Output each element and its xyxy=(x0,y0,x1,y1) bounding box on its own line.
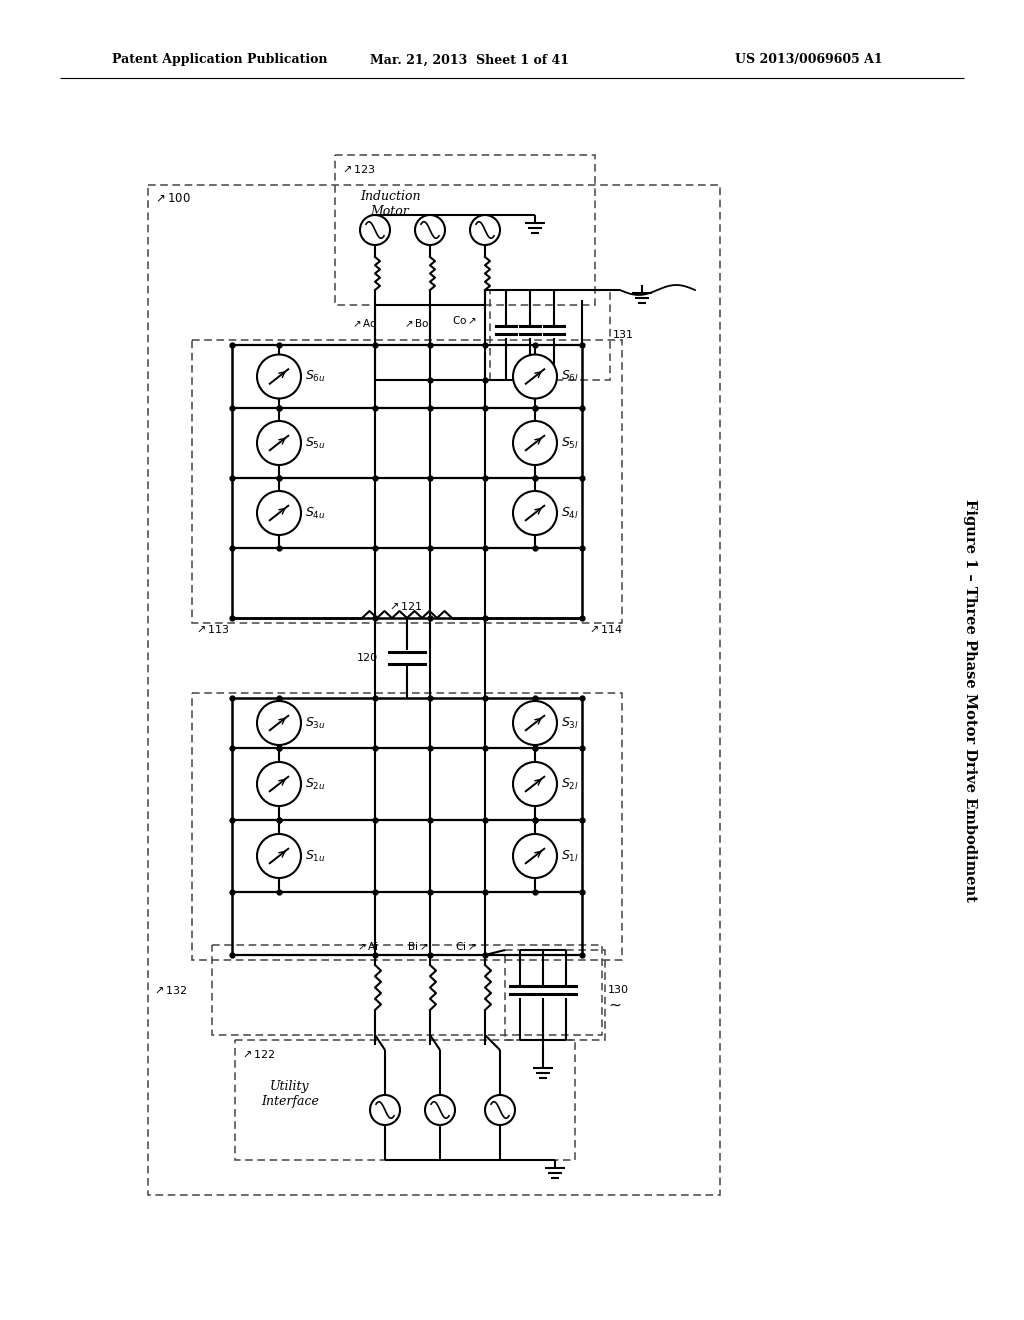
Circle shape xyxy=(415,215,445,246)
Bar xyxy=(335,154,595,305)
Text: Figure 1 – Three Phase Motor Drive Embodiment: Figure 1 – Three Phase Motor Drive Embod… xyxy=(963,499,977,902)
Circle shape xyxy=(513,491,557,535)
Text: $\nearrow$100: $\nearrow$100 xyxy=(153,193,191,206)
Text: $S_{4u}$: $S_{4u}$ xyxy=(305,506,326,520)
Circle shape xyxy=(485,1096,515,1125)
Circle shape xyxy=(257,762,301,807)
Circle shape xyxy=(425,1096,455,1125)
Text: $S_{5l}$: $S_{5l}$ xyxy=(561,436,579,450)
Bar xyxy=(148,185,720,1195)
Text: $\nearrow$121: $\nearrow$121 xyxy=(387,601,423,612)
Text: $\nearrow$122: $\nearrow$122 xyxy=(240,1048,275,1060)
Circle shape xyxy=(513,355,557,399)
Text: $\nearrow$113: $\nearrow$113 xyxy=(194,623,230,635)
Bar xyxy=(193,693,622,960)
Circle shape xyxy=(257,491,301,535)
Text: $S_{3l}$: $S_{3l}$ xyxy=(561,715,579,730)
Text: $\nearrow$Ai: $\nearrow$Ai xyxy=(355,940,379,952)
Text: $S_{3u}$: $S_{3u}$ xyxy=(305,715,326,730)
Text: $S_{2u}$: $S_{2u}$ xyxy=(305,776,326,792)
Circle shape xyxy=(470,215,500,246)
Bar xyxy=(212,945,602,1035)
Text: $S_{5u}$: $S_{5u}$ xyxy=(305,436,326,450)
Bar xyxy=(505,950,605,1040)
Text: $S_{6l}$: $S_{6l}$ xyxy=(561,370,579,384)
Circle shape xyxy=(513,421,557,465)
Circle shape xyxy=(513,701,557,744)
Circle shape xyxy=(360,215,390,246)
Text: Mar. 21, 2013  Sheet 1 of 41: Mar. 21, 2013 Sheet 1 of 41 xyxy=(371,54,569,66)
Circle shape xyxy=(370,1096,400,1125)
Text: $\nearrow$Bo: $\nearrow$Bo xyxy=(402,317,430,329)
Text: 130: 130 xyxy=(608,985,629,995)
Text: $\nearrow$Ao: $\nearrow$Ao xyxy=(350,317,378,329)
Text: US 2013/0069605 A1: US 2013/0069605 A1 xyxy=(735,54,883,66)
Bar xyxy=(490,290,610,380)
Text: $S_{6u}$: $S_{6u}$ xyxy=(305,370,326,384)
Text: $\nearrow$114: $\nearrow$114 xyxy=(587,623,624,635)
Text: ~: ~ xyxy=(608,998,621,1012)
Text: Bi$\nearrow$: Bi$\nearrow$ xyxy=(407,940,428,952)
Text: Co$\nearrow$: Co$\nearrow$ xyxy=(452,314,477,326)
Bar xyxy=(193,341,622,623)
Text: Patent Application Publication: Patent Application Publication xyxy=(112,54,328,66)
Text: $\nearrow$123: $\nearrow$123 xyxy=(340,162,376,176)
Circle shape xyxy=(513,834,557,878)
Text: 131: 131 xyxy=(613,330,634,341)
Circle shape xyxy=(513,762,557,807)
Circle shape xyxy=(257,421,301,465)
Bar xyxy=(234,1040,575,1160)
Text: Ci$\nearrow$: Ci$\nearrow$ xyxy=(455,940,476,952)
Circle shape xyxy=(257,834,301,878)
Text: Utility
Interface: Utility Interface xyxy=(261,1080,318,1107)
Text: $\nearrow$132: $\nearrow$132 xyxy=(152,983,187,997)
Circle shape xyxy=(257,701,301,744)
Text: $S_{2l}$: $S_{2l}$ xyxy=(561,776,579,792)
Text: 120: 120 xyxy=(357,653,378,663)
Circle shape xyxy=(257,355,301,399)
Text: Induction
Motor: Induction Motor xyxy=(359,190,420,218)
Text: $S_{1l}$: $S_{1l}$ xyxy=(561,849,579,863)
Text: $S_{1u}$: $S_{1u}$ xyxy=(305,849,326,863)
Text: $S_{4l}$: $S_{4l}$ xyxy=(561,506,579,520)
